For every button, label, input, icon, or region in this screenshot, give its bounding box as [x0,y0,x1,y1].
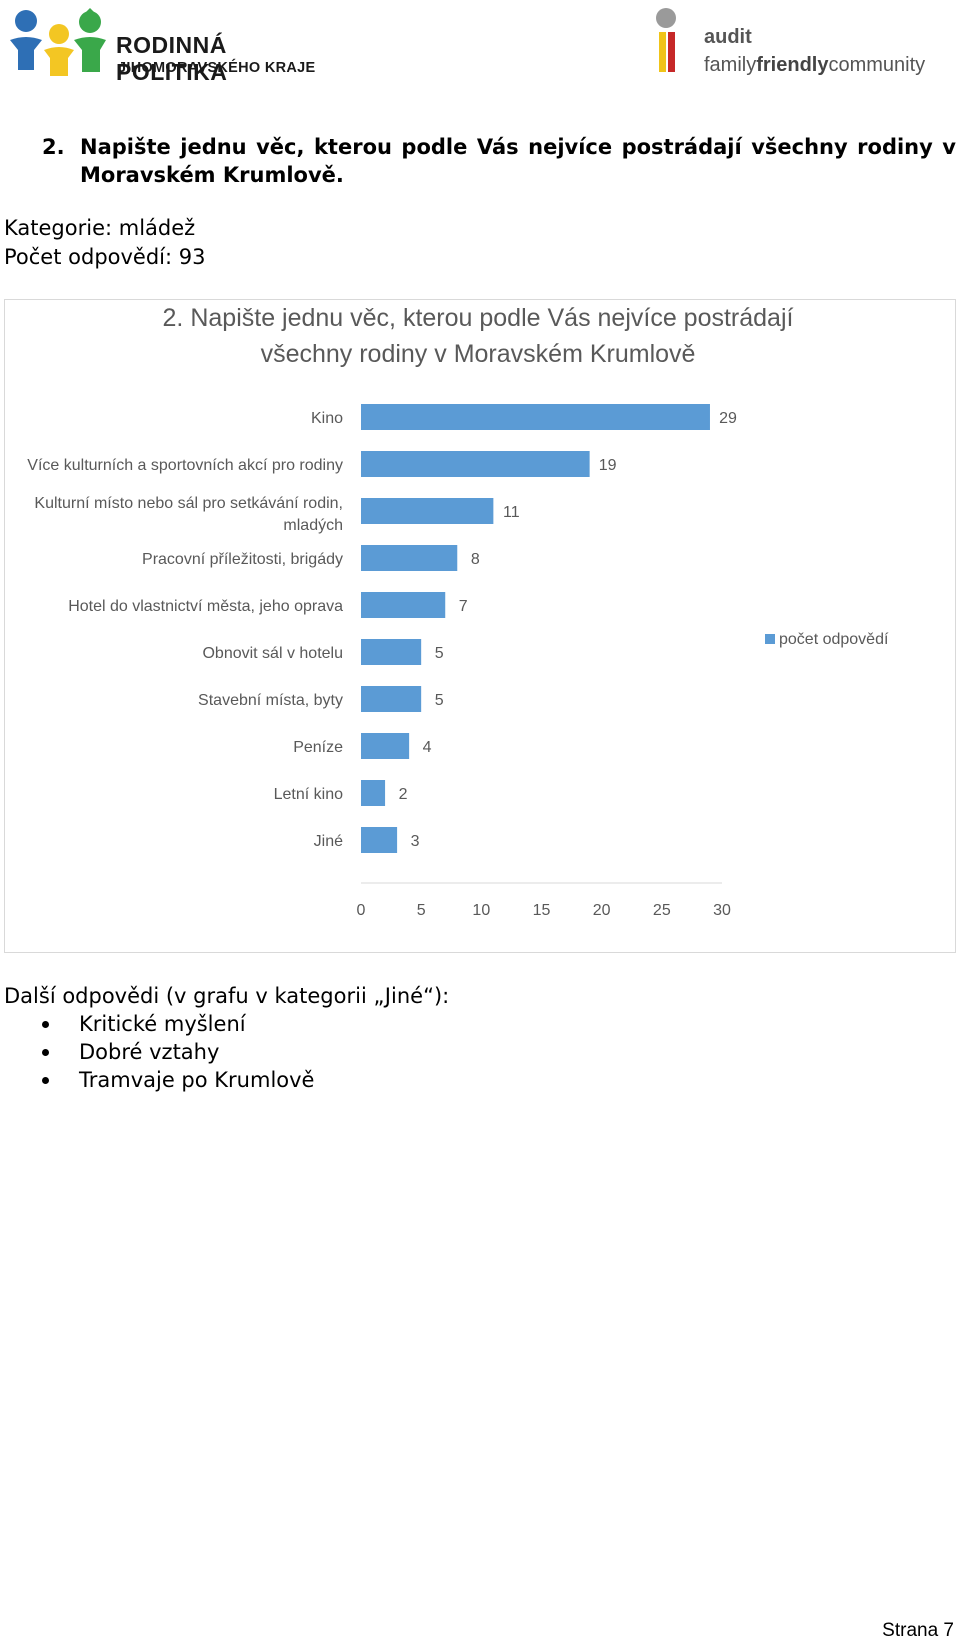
page-number: Strana 7 [882,1620,954,1641]
category-label: Jiné [314,833,343,850]
bar-chart-panel: 2. Napište jednu věc, kterou podle Vás n… [4,299,956,953]
notes-list: Kritické myšlení Dobré vztahy Tramvaje p… [0,1010,314,1094]
question-number: 2. [42,135,65,159]
left-logo-line1: RODINNÁ POLITIKA [116,32,228,85]
x-tick-label: 10 [472,902,490,919]
bar-chart: 2. Napište jednu věc, kterou podle Vás n… [27,304,889,919]
category-label: mladých [283,517,343,534]
legend-swatch [765,634,775,644]
list-item: Dobré vztahy [0,1038,314,1066]
category-label: Hotel do vlastnictví města, jeho oprava [68,598,343,615]
x-tick-label: 15 [533,902,551,919]
category-label: Kategorie: mládež [4,216,196,240]
chart-bar [361,827,398,853]
data-label: 4 [423,739,432,756]
x-tick-label: 20 [593,902,611,919]
x-tick-label: 5 [417,902,426,919]
data-label: 29 [719,410,737,427]
notes-title: Další odpovědi (v grafu v kategorii „Jin… [4,984,450,1008]
category-label: Kulturní místo nebo sál pro setkávání ro… [34,495,343,512]
right-logo-line1: audit [704,26,752,48]
data-label: 19 [599,457,617,474]
chart-bar [361,733,410,759]
category-label: Více kulturních a sportovních akcí pro r… [27,457,343,474]
audit-logo: audit familyfriendlycommunity [646,4,958,84]
question-text: Napište jednu věc, kterou podle Vás nejv… [80,135,956,187]
list-item: Kritické myšlení [0,1010,314,1038]
list-item: Tramvaje po Krumlově [0,1066,314,1094]
category-label: Kino [311,410,343,427]
right-logo-line2: familyfriendlycommunity [704,54,926,76]
chart-bar [361,545,458,571]
chart-bar [361,686,422,712]
data-label: 2 [399,786,408,803]
data-label: 8 [471,551,480,568]
category-label: Obnovit sál v hotelu [202,645,343,662]
chart-bar [361,780,386,806]
x-tick-label: 25 [653,902,671,919]
audit-i-icon [656,8,676,72]
family-figures-icon [10,8,106,76]
category-label: Letní kino [274,786,343,803]
x-tick-label: 0 [357,902,366,919]
data-label: 3 [411,833,420,850]
chart-title: 2. Napište jednu věc, kterou podle Vás n… [163,304,794,332]
data-label: 5 [435,645,444,662]
survey-meta: Kategorie: mládež Počet odpovědí: 93 [4,214,205,272]
data-label: 11 [503,504,520,521]
legend-label: počet odpovědí [779,631,889,648]
chart-bar [361,404,710,430]
chart-bar [361,498,494,524]
chart-bar [361,639,422,665]
data-label: 5 [435,692,444,709]
left-logo-line2: JIHOMORAVSKÉHO KRAJE [118,60,316,76]
chart-bar [361,592,446,618]
data-label: 7 [459,598,468,615]
chart-title: všechny rodiny v Moravském Krumlově [261,340,696,368]
x-tick-label: 30 [713,902,731,919]
category-label: Stavební místa, byty [198,692,343,709]
rodinna-politika-logo: RODINNÁ POLITIKA JIHOMORAVSKÉHO KRAJE [4,4,334,85]
chart-bar [361,451,590,477]
responses-count: Počet odpovědí: 93 [4,245,206,269]
category-label: Peníze [293,739,343,756]
category-label: Pracovní příležitosti, brigády [142,551,343,568]
